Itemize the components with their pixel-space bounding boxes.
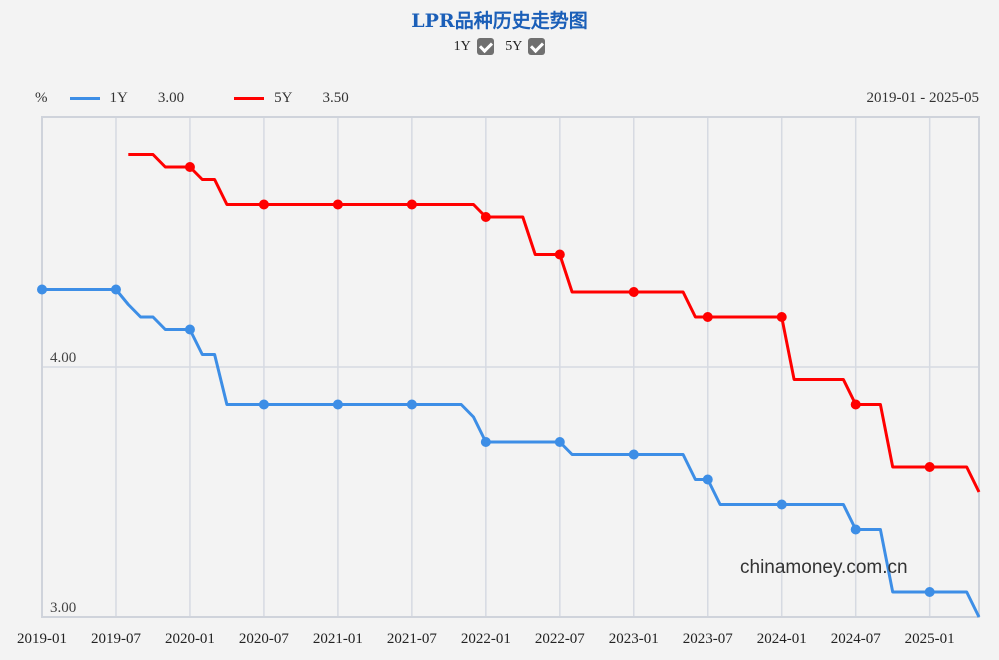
date-range: 2019-01 - 2025-05 bbox=[866, 90, 980, 106]
x-tick-label: 2020-07 bbox=[239, 631, 289, 647]
checkbox-checked-icon[interactable] bbox=[476, 38, 494, 55]
toggle-1y[interactable]: 1Y bbox=[454, 38, 494, 55]
data-point-marker[interactable] bbox=[480, 212, 491, 222]
x-tick-label: 2024-07 bbox=[831, 631, 881, 647]
legend-value: 3.00 bbox=[157, 90, 185, 106]
data-point-marker[interactable] bbox=[850, 524, 861, 535]
data-point-marker[interactable] bbox=[924, 462, 935, 472]
x-tick-label: 2021-07 bbox=[387, 631, 437, 647]
series-line-5y[interactable] bbox=[128, 153, 981, 493]
x-tick-label: 2025-01 bbox=[905, 631, 955, 647]
data-point-marker[interactable] bbox=[406, 199, 417, 210]
data-point-marker[interactable] bbox=[702, 474, 713, 485]
data-point-marker[interactable] bbox=[702, 312, 713, 322]
toggle-5y[interactable]: 5Y bbox=[505, 38, 546, 55]
series-toggles: 1Y 5Y bbox=[0, 38, 999, 55]
data-point-marker[interactable] bbox=[554, 437, 565, 447]
data-point-marker[interactable] bbox=[924, 587, 935, 597]
series-lines bbox=[37, 153, 981, 618]
data-point-marker[interactable] bbox=[332, 199, 343, 210]
x-tick-label: 2022-01 bbox=[461, 631, 511, 647]
watermark: chinamoney.com.cn bbox=[740, 557, 908, 578]
y-tick-label: 3.00 bbox=[50, 600, 76, 616]
x-tick-label: 2020-01 bbox=[165, 631, 215, 647]
legend-item-1y: 1Y 3.00 bbox=[69, 90, 185, 107]
data-point-marker[interactable] bbox=[776, 499, 787, 510]
data-point-marker[interactable] bbox=[332, 399, 343, 410]
toggle-5y-label: 5Y bbox=[505, 38, 523, 54]
data-point-marker[interactable] bbox=[258, 399, 269, 410]
x-tick-label: 2024-01 bbox=[757, 631, 807, 647]
chart-legend: % 1Y 3.00 5Y 3.50 bbox=[35, 90, 399, 107]
toggle-1y-label: 1Y bbox=[453, 38, 471, 54]
data-point-marker[interactable] bbox=[37, 284, 47, 295]
data-point-marker[interactable] bbox=[258, 199, 269, 210]
legend-item-5y: 5Y 3.50 bbox=[234, 90, 349, 107]
y-tick-label: 4.00 bbox=[50, 350, 76, 366]
legend-value: 3.50 bbox=[322, 90, 349, 106]
series-line-1y[interactable] bbox=[42, 288, 981, 618]
checkbox-checked-icon[interactable] bbox=[528, 38, 546, 55]
data-point-marker[interactable] bbox=[480, 437, 491, 447]
data-point-marker[interactable] bbox=[554, 249, 565, 260]
x-tick-label: 2023-07 bbox=[683, 631, 733, 647]
data-point-marker[interactable] bbox=[184, 162, 195, 172]
data-point-marker[interactable] bbox=[850, 399, 861, 410]
x-tick-label: 2019-07 bbox=[91, 631, 141, 647]
x-axis-ticks: 2019-01 2019-07 2020-01 2020-07 2021-01 2021-… bbox=[17, 631, 955, 647]
x-tick-label: 2019-01 bbox=[17, 631, 67, 647]
x-tick-label: 2021-01 bbox=[313, 631, 363, 647]
legend-name: 5Y bbox=[274, 90, 293, 106]
data-point-marker[interactable] bbox=[110, 284, 121, 295]
plot-border bbox=[41, 116, 980, 618]
legend-line-icon bbox=[234, 97, 265, 100]
data-point-marker[interactable] bbox=[776, 312, 787, 322]
data-point-marker[interactable] bbox=[628, 287, 639, 297]
legend-name: 1Y bbox=[109, 90, 128, 106]
x-tick-label: 2022-07 bbox=[535, 631, 585, 647]
chart-title: LPR品种历史走势图 bbox=[411, 10, 588, 32]
y-axis-ticks: 3.00 4.00 bbox=[50, 350, 76, 616]
grid bbox=[41, 117, 979, 618]
x-tick-label: 2023-01 bbox=[609, 631, 659, 647]
unit-label: % bbox=[35, 90, 48, 106]
data-point-marker[interactable] bbox=[184, 324, 195, 335]
data-point-marker[interactable] bbox=[628, 449, 639, 460]
data-point-marker[interactable] bbox=[406, 399, 417, 410]
legend-line-icon bbox=[69, 97, 100, 100]
